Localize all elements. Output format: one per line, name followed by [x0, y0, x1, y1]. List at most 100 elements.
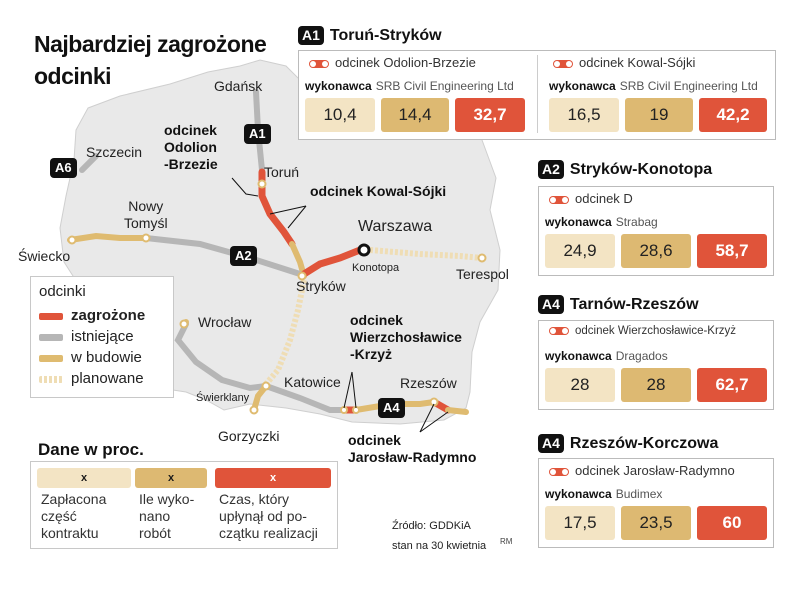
leader-kowal-2 — [287, 205, 307, 229]
panel-a2-box: odcinek D wykonawca Strabag 24,9 28,6 58,… — [538, 186, 774, 276]
value-odolion-done: 14,4 — [381, 98, 449, 132]
city-dot-warszawa — [357, 243, 371, 257]
city-dot-gorzyczki — [249, 405, 259, 415]
city-szczecin: Szczecin — [86, 144, 143, 160]
road-tag-a2: A2 — [230, 246, 257, 266]
contractor-name: Dragados — [615, 349, 668, 363]
section-odolion-contractor: wykonawca SRB Civil Engineering Ltd — [305, 79, 514, 93]
value-kowal-paid: 16,5 — [549, 98, 619, 132]
label-jaroslaw-radymno: odcinek Jarosław-Radymno — [348, 432, 477, 465]
leader-wierzch-2 — [351, 371, 357, 409]
city-katowice: Katowice — [284, 374, 341, 390]
section-kowal-contractor: wykonawca SRB Civil Engineering Ltd — [549, 79, 758, 93]
section-odolion: odcinek Odolion-Brzezie — [309, 55, 476, 70]
section-jaroslaw: odcinek Jarosław-Radymno — [549, 463, 735, 478]
legend-swatch-istniejace — [39, 333, 63, 341]
dane-label-paid: Zapłacona część kontraktu — [41, 491, 107, 541]
panel-a1-divider — [537, 55, 538, 133]
city-nowy-tomysl: Nowy Tomyśl — [124, 198, 168, 231]
contractor-name: Budimex — [615, 487, 663, 501]
legend-item-istniejace: istniejące — [39, 328, 134, 345]
legend-label-planowane: planowane — [71, 370, 144, 387]
value-jaroslaw-time: 60 — [697, 506, 767, 540]
section-odcinek-d-contractor: wykonawca Strabag — [545, 215, 658, 229]
leader-jaroslaw-1 — [419, 403, 435, 433]
author-initials: RM — [500, 537, 513, 546]
value-kowal-time: 42,2 — [699, 98, 767, 132]
contractor-name: SRB Civil Engineering Ltd — [619, 79, 758, 93]
source-line-2: stan na 30 kwietnia — [392, 540, 487, 552]
dane-swatch-done: x — [135, 468, 207, 488]
road-tag-a4: A4 — [378, 398, 405, 418]
road-a2-zagrozone — [300, 246, 364, 278]
legend-item-w-budowie: w budowie — [39, 349, 142, 366]
city-wroclaw: Wrocław — [198, 314, 252, 330]
road-a4-west — [174, 321, 269, 392]
dane-key: x x x Zapłacona część kontraktu Ile wyko… — [30, 461, 338, 549]
dane-swatch-paid: x — [37, 468, 131, 488]
section-pill-icon — [309, 59, 329, 68]
city-rzeszow: Rzeszów — [400, 375, 457, 391]
value-jaroslaw-paid: 17,5 — [545, 506, 615, 540]
legend-label-istniejace: istniejące — [71, 328, 134, 345]
panel-a1-box: odcinek Odolion-Brzezie wykonawca SRB Civ… — [298, 50, 776, 140]
dane-label-done: Ile wyko- nano robót — [139, 491, 195, 541]
road-a2-east — [369, 247, 483, 261]
value-kowal-done: 19 — [625, 98, 693, 132]
road-a2-west — [67, 232, 149, 243]
section-pill-icon — [549, 326, 569, 335]
road-a6 — [79, 153, 99, 173]
label-kowal-sojki: odcinek Kowal-Sójki — [310, 183, 447, 199]
leader-odolion — [231, 177, 259, 197]
panel-a4-tarnow-title: Tarnów-Rzeszów — [569, 296, 699, 313]
value-odcinek-d-time: 58,7 — [697, 234, 767, 268]
city-warszawa: Warszawa — [358, 218, 433, 235]
legend-label-w-budowie: w budowie — [71, 349, 142, 366]
city-dot-strykow — [297, 271, 307, 281]
legend-swatch-w-budowie — [39, 354, 63, 362]
road-a4-end — [445, 407, 469, 415]
section-odolion-name: odcinek Odolion-Brzezie — [335, 55, 476, 70]
legend-swatch-planowane — [39, 375, 63, 383]
contractor-label: wykonawca — [549, 79, 616, 93]
city-swiecko: Świecko — [18, 248, 71, 264]
source-line-1: Źródło: GDDKiA — [392, 520, 471, 532]
legend-swatch-zagrozone — [39, 312, 63, 320]
city-dot-swiecko — [67, 235, 77, 245]
section-odcinek-d: odcinek D — [549, 191, 633, 206]
value-odcinek-d-done: 28,6 — [621, 234, 691, 268]
section-pill-icon — [549, 195, 569, 204]
road-a2-mid — [143, 235, 303, 277]
city-dot-rzeszow — [429, 397, 439, 407]
city-dot-torun — [257, 179, 267, 189]
section-kowal-name: odcinek Kowal-Sójki — [579, 55, 696, 70]
section-kowal: odcinek Kowal-Sójki — [553, 55, 695, 70]
section-jaroslaw-contractor: wykonawca Budimex — [545, 487, 662, 501]
city-torun: Toruń — [264, 164, 300, 180]
section-wierzch: odcinek Wierzchosławice-Krzyż — [549, 325, 736, 337]
value-jaroslaw-done: 23,5 — [621, 506, 691, 540]
panel-a1-header: A1 Toruń-Stryków — [298, 26, 442, 45]
leader-kowal-1 — [269, 205, 307, 215]
city-dot-terespol — [477, 253, 487, 263]
city-gdansk: Gdańsk — [214, 78, 263, 94]
road-a4-east — [263, 383, 347, 413]
leader-jaroslaw-2 — [419, 411, 449, 433]
panel-a1-tag: A1 — [298, 26, 324, 45]
leader-wierzch — [343, 371, 353, 409]
city-dot-nowy-tomysl — [141, 233, 151, 243]
legend-item-zagrozone: zagrożone — [39, 307, 145, 324]
contractor-name: Strabag — [615, 215, 658, 229]
label-odolion-brzezie: odcinek Odolion -Brzezie — [164, 122, 218, 172]
city-swierklany: Świerklany — [196, 392, 250, 404]
title-line-2: odcinki — [34, 63, 112, 89]
city-konotopa: Konotopa — [352, 262, 400, 274]
legend: odcinki zagrożone istniejące w budowie p… — [30, 276, 174, 398]
dane-label-time: Czas, który upłynął od po- czątku realiz… — [219, 491, 318, 541]
dane-title: Dane w proc. — [38, 440, 144, 459]
dane-swatch-time: x — [215, 468, 331, 488]
panel-a2-tag: A2 — [538, 160, 564, 179]
value-odolion-time: 32,7 — [455, 98, 525, 132]
section-wierzch-name: odcinek Wierzchosławice-Krzyż — [575, 325, 737, 337]
section-jaroslaw-name: odcinek Jarosław-Radymno — [575, 463, 735, 478]
